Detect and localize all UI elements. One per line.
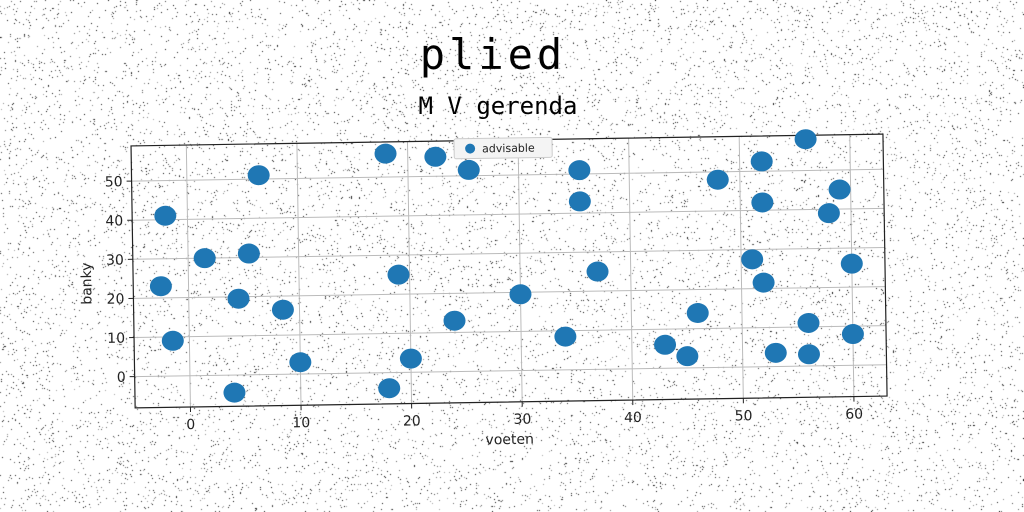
- x-gridline: [628, 138, 634, 401]
- y-gridline: [132, 207, 885, 221]
- legend: advisable: [453, 136, 553, 160]
- data-point: [227, 288, 250, 309]
- x-tick-label: 60: [845, 406, 863, 422]
- data-point: [568, 160, 591, 181]
- data-point: [828, 179, 851, 200]
- chart-title: plied: [419, 30, 567, 79]
- data-point: [374, 143, 397, 164]
- data-point: [752, 272, 775, 293]
- data-point: [247, 165, 270, 186]
- data-point: [654, 334, 677, 355]
- y-tick-label: 20: [106, 292, 124, 308]
- y-tick-label: 30: [106, 252, 124, 268]
- grid: [131, 134, 887, 408]
- data-point: [223, 382, 246, 403]
- axis-ticks: 0 10 20 30 40 50 60 0 10 20 30 40 50: [105, 174, 864, 433]
- x-tick-label: 30: [513, 412, 531, 428]
- x-tick-label: 10: [292, 415, 310, 431]
- y-gridline: [131, 168, 884, 182]
- data-point: [817, 203, 840, 224]
- data-point: [149, 276, 172, 297]
- x-gridline: [738, 136, 744, 399]
- y-tick-label: 10: [107, 331, 125, 347]
- data-point: [676, 346, 699, 367]
- data-point: [237, 243, 260, 264]
- data-point: [424, 146, 447, 167]
- data-point: [764, 342, 787, 363]
- data-point: [399, 348, 422, 369]
- chart-subtitle: M V gerenda: [418, 92, 578, 120]
- data-point: [741, 249, 764, 270]
- data-point: [509, 284, 532, 305]
- data-points: [149, 129, 864, 403]
- data-point: [443, 310, 466, 331]
- legend-marker: [465, 143, 476, 154]
- data-point: [554, 326, 577, 347]
- data-point: [751, 192, 774, 213]
- data-point: [154, 205, 177, 226]
- y-tick-label: 40: [105, 213, 123, 229]
- data-point: [797, 344, 820, 365]
- data-point: [797, 312, 820, 333]
- data-point: [193, 248, 216, 269]
- data-point: [568, 191, 591, 212]
- data-point: [161, 330, 184, 351]
- legend-box: [453, 136, 553, 160]
- data-point: [706, 169, 729, 190]
- y-tick-label: 0: [117, 370, 126, 386]
- y-axis-label: banky: [79, 262, 96, 304]
- y-gridline: [134, 325, 886, 338]
- x-tick-label: 40: [624, 410, 642, 426]
- data-point: [686, 302, 709, 323]
- x-tick-label: 0: [186, 417, 195, 433]
- data-point: [387, 264, 410, 285]
- x-tick-label: 20: [403, 413, 421, 429]
- data-point: [750, 151, 773, 172]
- data-point: [289, 352, 312, 373]
- data-point: [794, 129, 817, 150]
- data-point: [457, 159, 480, 180]
- data-point: [840, 253, 863, 274]
- data-point: [586, 261, 609, 282]
- data-point: [841, 324, 864, 345]
- x-axis-label: voeten: [485, 432, 534, 449]
- x-gridline: [185, 145, 191, 408]
- x-gridline: [517, 139, 523, 402]
- y-gridline: [134, 364, 887, 378]
- x-tick-label: 50: [735, 408, 753, 424]
- data-point: [378, 378, 401, 399]
- y-tick-label: 50: [105, 174, 123, 190]
- legend-label: advisable: [482, 142, 535, 156]
- data-point: [271, 299, 294, 320]
